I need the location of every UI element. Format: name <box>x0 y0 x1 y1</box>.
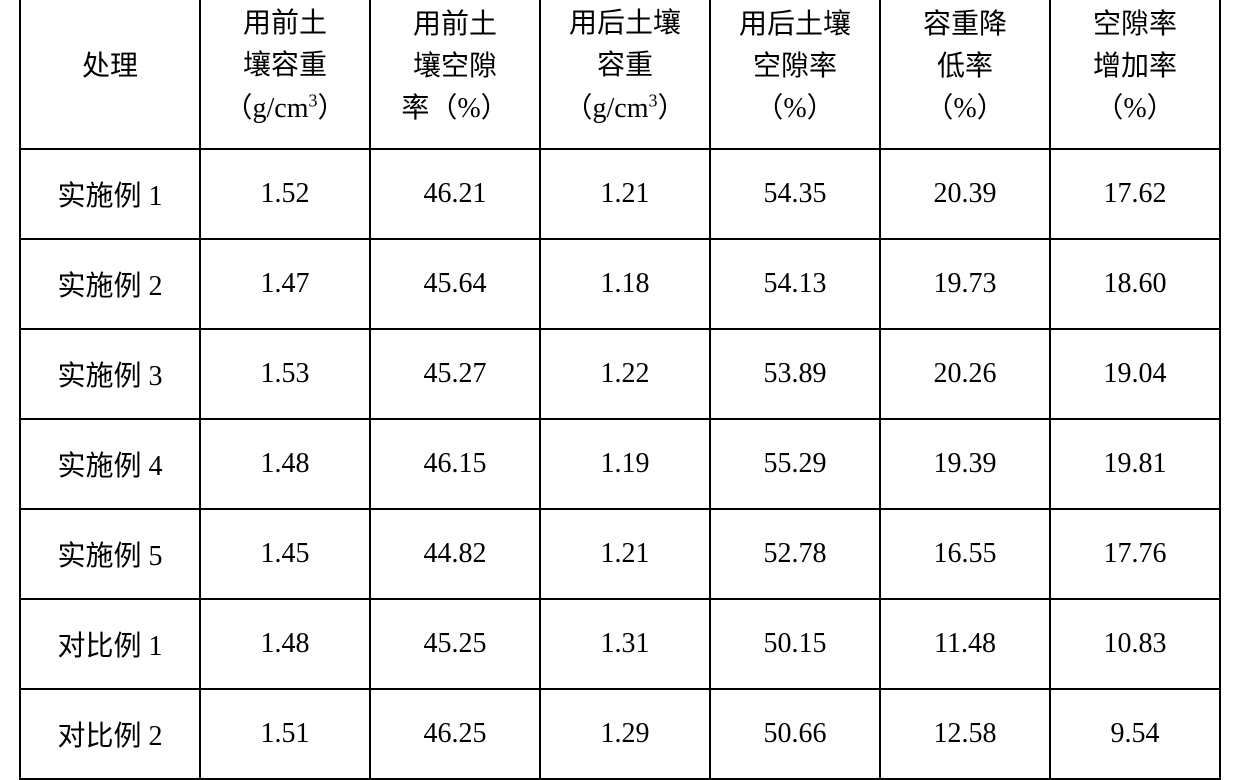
cell-before_density: 1.51 <box>200 689 370 779</box>
cell-after_porosity: 54.35 <box>710 149 880 239</box>
header-before-porosity-line2: 壤空隙 <box>413 51 497 82</box>
cell-treatment: 实施例 4 <box>20 419 200 509</box>
table-row: 实施例 41.4846.151.1955.2919.3919.81 <box>20 419 1220 509</box>
header-before-density-line1: 用前土 <box>243 8 327 39</box>
header-before-density-line2: 壤容重 <box>243 50 327 81</box>
cell-after_porosity: 54.13 <box>710 239 880 329</box>
cell-after_porosity: 55.29 <box>710 419 880 509</box>
cell-before_density: 1.48 <box>200 419 370 509</box>
header-after-porosity-unit: （%） <box>755 93 834 124</box>
header-after-density: 用后土壤 容重 （g/cm3） <box>540 0 710 149</box>
table-row: 实施例 11.5246.211.2154.3520.3917.62 <box>20 149 1220 239</box>
header-density-reduction-line2: 低率 <box>937 51 993 82</box>
cell-before_density: 1.48 <box>200 599 370 689</box>
cell-before_density: 1.53 <box>200 329 370 419</box>
cell-porosity_increase: 17.76 <box>1050 509 1220 599</box>
header-before-porosity-line1: 用前土 <box>413 9 497 40</box>
header-density-reduction-unit: （%） <box>925 93 1004 124</box>
cell-before_density: 1.47 <box>200 239 370 329</box>
cell-porosity_increase: 17.62 <box>1050 149 1220 239</box>
cell-before_porosity: 45.27 <box>370 329 540 419</box>
header-after-porosity: 用后土壤 空隙率 （%） <box>710 0 880 149</box>
table-row: 实施例 31.5345.271.2253.8920.2619.04 <box>20 329 1220 419</box>
table-row: 实施例 21.4745.641.1854.1319.7318.60 <box>20 239 1220 329</box>
cell-after_porosity: 53.89 <box>710 329 880 419</box>
cell-before_density: 1.45 <box>200 509 370 599</box>
cell-treatment: 实施例 2 <box>20 239 200 329</box>
cell-after_density: 1.31 <box>540 599 710 689</box>
table-row: 实施例 51.4544.821.2152.7816.5517.76 <box>20 509 1220 599</box>
cell-after_porosity: 50.15 <box>710 599 880 689</box>
cell-after_density: 1.21 <box>540 509 710 599</box>
cell-treatment: 实施例 1 <box>20 149 200 239</box>
header-after-density-line1: 用后土壤 <box>569 8 681 39</box>
header-after-density-unit: （g/cm3） <box>564 93 685 124</box>
cell-density_reduction: 19.39 <box>880 419 1050 509</box>
header-before-density: 用前土 壤容重 （g/cm3） <box>200 0 370 149</box>
header-density-reduction: 容重降 低率 （%） <box>880 0 1050 149</box>
header-row: 处理 用前土 壤容重 （g/cm3） 用前土 壤空隙 率（%） 用后土壤 容重 … <box>20 0 1220 149</box>
soil-data-table: 处理 用前土 壤容重 （g/cm3） 用前土 壤空隙 率（%） 用后土壤 容重 … <box>19 0 1221 780</box>
header-porosity-increase-unit: （%） <box>1095 93 1174 124</box>
header-after-porosity-line2: 空隙率 <box>753 51 837 82</box>
cell-before_porosity: 44.82 <box>370 509 540 599</box>
header-treatment: 处理 <box>20 0 200 149</box>
cell-density_reduction: 20.39 <box>880 149 1050 239</box>
header-after-density-line2: 容重 <box>597 50 653 81</box>
cell-after_porosity: 52.78 <box>710 509 880 599</box>
header-density-reduction-line1: 容重降 <box>923 9 1007 40</box>
header-porosity-increase-line1: 空隙率 <box>1093 9 1177 40</box>
header-before-porosity-line3: 率（%） <box>401 93 508 124</box>
cell-after_density: 1.29 <box>540 689 710 779</box>
cell-after_density: 1.18 <box>540 239 710 329</box>
header-porosity-increase: 空隙率 增加率 （%） <box>1050 0 1220 149</box>
cell-porosity_increase: 10.83 <box>1050 599 1220 689</box>
cell-before_porosity: 46.21 <box>370 149 540 239</box>
header-porosity-increase-line2: 增加率 <box>1093 51 1177 82</box>
cell-before_porosity: 46.25 <box>370 689 540 779</box>
header-before-porosity: 用前土 壤空隙 率（%） <box>370 0 540 149</box>
cell-density_reduction: 12.58 <box>880 689 1050 779</box>
cell-after_porosity: 50.66 <box>710 689 880 779</box>
cell-porosity_increase: 19.81 <box>1050 419 1220 509</box>
cell-before_porosity: 45.25 <box>370 599 540 689</box>
cell-density_reduction: 19.73 <box>880 239 1050 329</box>
cell-porosity_increase: 18.60 <box>1050 239 1220 329</box>
header-treatment-label: 处理 <box>82 51 138 82</box>
cell-treatment: 实施例 5 <box>20 509 200 599</box>
cell-treatment: 对比例 2 <box>20 689 200 779</box>
cell-treatment: 实施例 3 <box>20 329 200 419</box>
cell-before_porosity: 46.15 <box>370 419 540 509</box>
cell-after_density: 1.21 <box>540 149 710 239</box>
header-after-porosity-line1: 用后土壤 <box>739 9 851 40</box>
cell-density_reduction: 11.48 <box>880 599 1050 689</box>
table-row: 对比例 11.4845.251.3150.1511.4810.83 <box>20 599 1220 689</box>
cell-after_density: 1.19 <box>540 419 710 509</box>
cell-porosity_increase: 9.54 <box>1050 689 1220 779</box>
table-body: 实施例 11.5246.211.2154.3520.3917.62实施例 21.… <box>20 149 1220 779</box>
cell-density_reduction: 16.55 <box>880 509 1050 599</box>
table-header: 处理 用前土 壤容重 （g/cm3） 用前土 壤空隙 率（%） 用后土壤 容重 … <box>20 0 1220 149</box>
cell-density_reduction: 20.26 <box>880 329 1050 419</box>
header-before-density-unit: （g/cm3） <box>224 93 345 124</box>
cell-treatment: 对比例 1 <box>20 599 200 689</box>
cell-porosity_increase: 19.04 <box>1050 329 1220 419</box>
cell-after_density: 1.22 <box>540 329 710 419</box>
table-row: 对比例 21.5146.251.2950.6612.589.54 <box>20 689 1220 779</box>
cell-before_density: 1.52 <box>200 149 370 239</box>
cell-before_porosity: 45.64 <box>370 239 540 329</box>
